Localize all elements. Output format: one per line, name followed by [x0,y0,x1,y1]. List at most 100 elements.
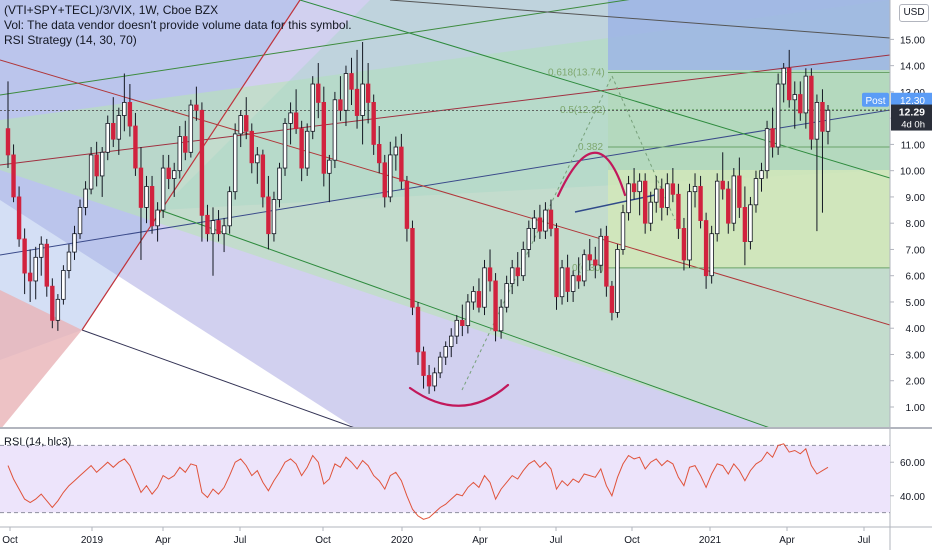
candle-body [798,94,803,114]
candle-body [543,209,548,232]
pitchfork-parallel-2 [159,209,771,428]
trend-red-rising [81,0,301,331]
candle-body [648,201,653,224]
candle-body [304,130,310,169]
price-tick-label: 8.00 [906,219,926,230]
candle-body [61,270,66,300]
candle-body [127,102,133,127]
rsi-tick-label: 60.00 [900,458,925,469]
candle-body [548,209,554,229]
candle-body [321,102,327,174]
candle-body [803,75,809,114]
candle-body [598,235,604,266]
price-tick-label: 4.00 [906,324,926,335]
candle-body [299,128,304,169]
candle-body [99,151,105,177]
candle-body [532,217,537,229]
candle-body [582,254,587,282]
trend-red-falling [0,59,890,326]
candle-body [742,207,748,242]
time-tick-label: 2019 [81,535,104,546]
candle-body [138,167,144,208]
volume-note: Vol: The data vendor doesn't provide vol… [4,18,352,32]
candle-body [360,83,365,116]
strategy-label[interactable]: RSI Strategy (14, 30, 70) [4,33,137,47]
candle-body [116,115,122,140]
pitchfork-upper-line [0,0,630,96]
pitchfork-outer-top [389,0,890,39]
candle-body [33,256,38,282]
rsi-band-bg [0,445,890,513]
candle-body [426,375,432,387]
price-tick-label: 1.00 [906,403,926,414]
candle-body [676,193,681,229]
candle-body [55,298,61,321]
rsi-title[interactable]: RSI (14, hlc3) [4,436,72,448]
candle-body [681,228,687,261]
candle-body [183,136,188,153]
time-tick-label: Jul [550,535,563,546]
candle-body [371,102,376,145]
candle-body [216,220,221,235]
candle-body [260,154,266,198]
candle-body [199,109,205,216]
candle-body [637,180,642,193]
candle-body [316,83,321,103]
candle-body [155,209,160,227]
candle-body [631,183,637,193]
cup-curve [408,383,510,407]
rsi-line [7,443,829,520]
candle-body [498,306,504,332]
candle-body [665,183,670,208]
candle-body [160,167,166,211]
candle-body [493,280,498,332]
price-tick-label: 15.00 [900,35,925,46]
candle-body [515,267,520,277]
price-tick-label: 2.00 [906,377,926,388]
candle-body [393,146,399,156]
pitchfork-outer-bottom [81,329,356,428]
candle-body [338,99,343,111]
candle-body [737,175,742,208]
candle-body [620,212,626,250]
candle-body [698,186,703,221]
candle-body [537,217,543,232]
candle-body [526,228,532,250]
pitchfork-median-line [0,54,890,166]
candle-body [703,220,709,277]
candle-body [626,183,631,214]
price-tick-label: 7.00 [906,245,926,256]
time-tick-label: Apr [779,535,795,546]
symbol-title[interactable]: (VTI+SPY+TECL)/3/VIX, 1W, Cboe BZX [4,3,219,17]
pitchfork-lower-line [0,109,890,256]
candle-body [22,238,27,274]
candle-body [354,88,360,116]
candle-body [410,228,415,308]
candle-body [122,102,127,116]
candle-body [277,167,282,200]
candle-body [814,102,820,140]
arch-curve [556,151,627,198]
candle-body [166,167,171,179]
candle-body [227,191,232,227]
candle-body [415,306,421,353]
last-price-bg [891,104,932,131]
candle-body [482,267,487,308]
candle-body [188,104,194,153]
candle-body [343,73,349,111]
candle-body [377,144,382,164]
price-tick-label: 6.00 [906,272,926,283]
candle-body [249,130,254,164]
time-tick-label: 2021 [699,535,722,546]
candle-body [50,285,55,321]
candle-body [554,228,559,298]
currency-badge[interactable]: USD [899,4,929,22]
price-tick-label: 10.00 [900,167,925,178]
candle-body [504,283,509,308]
candle-body [210,220,216,235]
candle-body [388,154,393,198]
candle-body [16,196,22,240]
candle-body [327,159,332,174]
